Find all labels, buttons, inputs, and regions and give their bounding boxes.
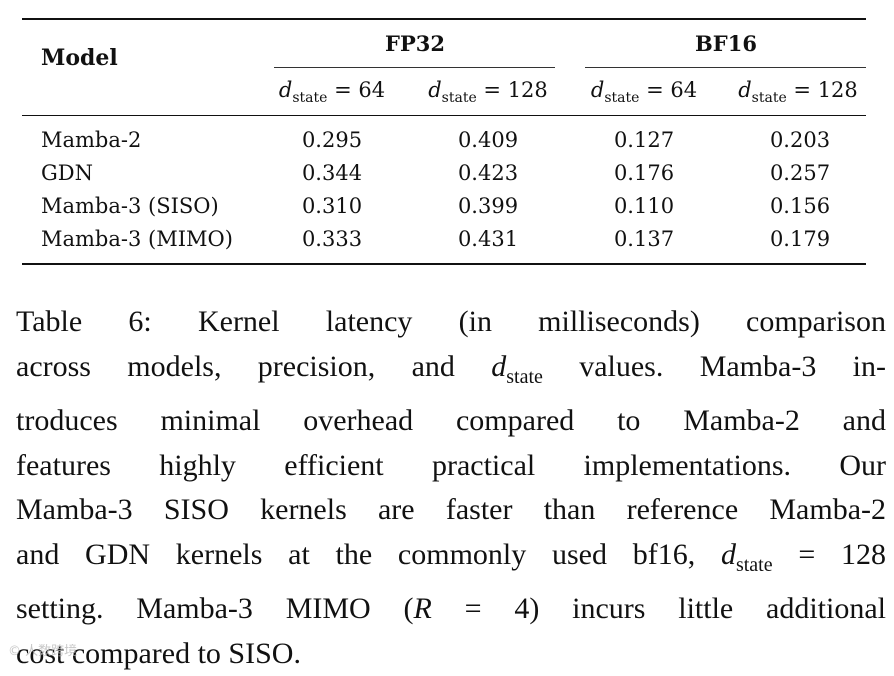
- subheader-bf16-dstate-128: dstate = 128: [728, 78, 868, 106]
- cell-value: 0.156: [730, 194, 870, 218]
- cell-value: 0.137: [574, 227, 714, 251]
- row-model: Mamba-2: [41, 128, 141, 152]
- table-row: Mamba-2 0.295 0.409 0.127 0.203: [22, 128, 866, 161]
- subheader-fp32-dstate-128: dstate = 128: [418, 78, 558, 106]
- cell-value: 0.295: [262, 128, 402, 152]
- subheader-bf16-dstate-64: dstate = 64: [574, 78, 714, 106]
- group-rule-bf16: [585, 67, 866, 68]
- table-caption: Table 6: Kernel latency (in milliseconds…: [16, 300, 886, 676]
- table-top-rule: [22, 18, 866, 20]
- caption-line: and GDN kernels at the commonly used bf1…: [16, 533, 886, 588]
- caption-line: setting. Mamba-3 MIMO (R = 4) incurs lit…: [16, 587, 886, 632]
- cell-value: 0.333: [262, 227, 402, 251]
- caption-line: cost compared to SISO.: [16, 632, 886, 676]
- cell-value: 0.176: [574, 161, 714, 185]
- cell-value: 0.423: [418, 161, 558, 185]
- row-model: GDN: [41, 161, 93, 185]
- cell-value: 0.179: [730, 227, 870, 251]
- group-rule-fp32: [274, 67, 555, 68]
- watermark: © 人数跨境: [8, 640, 77, 659]
- caption-line: troduces minimal overhead compared to Ma…: [16, 399, 886, 444]
- cell-value: 0.344: [262, 161, 402, 185]
- cell-value: 0.203: [730, 128, 870, 152]
- cell-value: 0.127: [574, 128, 714, 152]
- table-row: GDN 0.344 0.423 0.176 0.257: [22, 161, 866, 194]
- table-bottom-rule: [22, 263, 866, 265]
- table-row: Mamba-3 (SISO) 0.310 0.399 0.110 0.156: [22, 194, 866, 227]
- caption-line: Mamba-3 SISO kernels are faster than ref…: [16, 488, 886, 533]
- header-group-fp32: FP32: [274, 31, 556, 56]
- caption-line: across models, precision, and dstate val…: [16, 345, 886, 400]
- row-model: Mamba-3 (SISO): [41, 194, 219, 218]
- table-header-rule: [22, 115, 866, 116]
- cell-value: 0.310: [262, 194, 402, 218]
- cell-value: 0.257: [730, 161, 870, 185]
- subheader-fp32-dstate-64: dstate = 64: [262, 78, 402, 106]
- header-group-bf16: BF16: [585, 31, 867, 56]
- header-model: Model: [41, 45, 118, 71]
- cell-value: 0.110: [574, 194, 714, 218]
- row-model: Mamba-3 (MIMO): [41, 227, 233, 251]
- table-row: Mamba-3 (MIMO) 0.333 0.431 0.137 0.179: [22, 227, 866, 260]
- cell-value: 0.399: [418, 194, 558, 218]
- caption-line: Table 6: Kernel latency (in milliseconds…: [16, 300, 886, 345]
- cell-value: 0.431: [418, 227, 558, 251]
- caption-line: features highly efficient practical impl…: [16, 444, 886, 489]
- cell-value: 0.409: [418, 128, 558, 152]
